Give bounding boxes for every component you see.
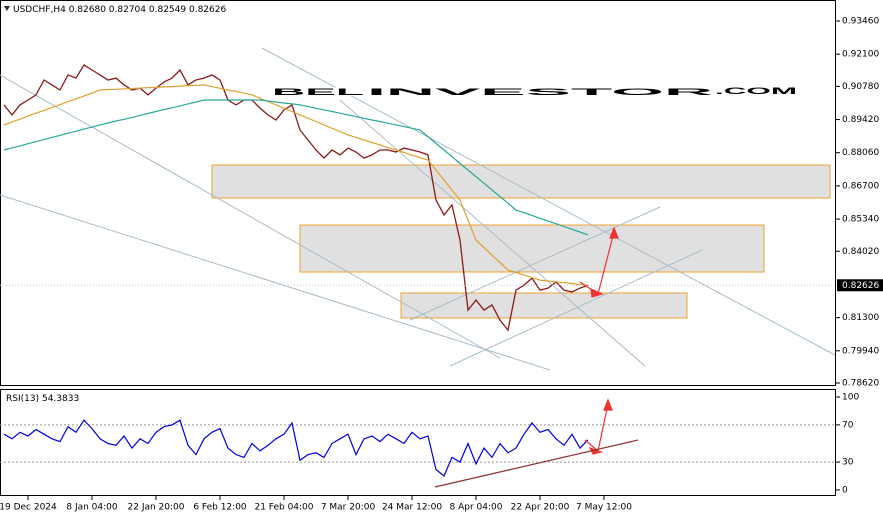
x-tick-label: 8 Jan 04:00 — [66, 503, 118, 513]
rsi-panel — [0, 389, 836, 496]
symbol: USDCHF,H4 — [13, 5, 66, 15]
x-tick-label: 22 Apr 20:00 — [511, 503, 570, 513]
series-line — [3, 63, 589, 332]
x-tick-label: 7 May 12:00 — [576, 503, 632, 513]
rsi-header: RSI(13) 54.3833 — [6, 394, 79, 404]
rsi-trendline — [434, 439, 639, 488]
close: 0.82626 — [189, 5, 226, 15]
y-tick-label: 0.79940 — [842, 346, 879, 356]
resistance-zone — [299, 224, 765, 273]
support-zone — [400, 292, 688, 319]
resistance-zone — [211, 164, 831, 199]
y-tick-label: 70 — [842, 420, 854, 430]
x-tick-label: 21 Feb 04:00 — [254, 503, 313, 513]
series-line — [3, 419, 589, 477]
trendline — [261, 47, 836, 356]
y-tick-label: 0.78620 — [842, 378, 879, 388]
y-tick-label: 0.90780 — [842, 82, 879, 92]
y-tick-label: 0.86700 — [842, 181, 879, 191]
rsi-label: RSI(13) — [6, 394, 39, 404]
y-tick-label: 0.84020 — [842, 247, 879, 257]
y-tick-label: 0.89420 — [842, 115, 879, 125]
logo-com: .COM — [715, 86, 797, 96]
logo-investor: INVESTOR — [367, 87, 717, 97]
y-tick-label: 30 — [842, 458, 854, 468]
logo-bel: BEL — [272, 87, 367, 97]
trendline — [0, 74, 501, 359]
trendline — [409, 206, 661, 321]
x-tick-label: 22 Jan 20:00 — [128, 503, 185, 513]
plot-layer — [0, 63, 836, 477]
trendline — [449, 249, 703, 367]
x-tick-label: 7 Mar 20:00 — [321, 503, 376, 513]
header: USDCHF,H4 0.82680 0.82704 0.82549 0.8262… — [13, 5, 226, 15]
series-line — [3, 84, 589, 286]
trendlines — [0, 47, 836, 371]
y-tick-label: 0.88060 — [842, 148, 879, 158]
arrow-head — [590, 288, 604, 298]
x-tick-label: 6 Feb 12:00 — [193, 503, 247, 513]
y-tick-label: 0.93460 — [842, 17, 879, 27]
trendline — [0, 194, 551, 371]
arrow-head — [609, 226, 619, 239]
zones — [211, 164, 831, 319]
y-tick-label: 0 — [842, 485, 848, 495]
current-price-box — [837, 279, 883, 292]
watermark: BEL INVESTOR .COM — [271, 85, 798, 98]
rsi-current: 54.3833 — [42, 394, 79, 404]
high: 0.82704 — [109, 5, 146, 15]
x-tick-label: 8 Apr 04:00 — [450, 503, 503, 513]
symbol-icon — [4, 6, 10, 11]
x-tick-label: 19 Dec 2024 — [0, 503, 57, 513]
arrows — [579, 226, 619, 455]
y-tick-label: 0.92100 — [842, 50, 879, 60]
open: 0.82680 — [69, 5, 106, 15]
arrow-head — [603, 398, 613, 411]
series-line — [3, 99, 589, 236]
current-price-label: 0.82626 — [842, 281, 879, 291]
y-tick-label: 100 — [842, 392, 859, 402]
low: 0.82549 — [149, 5, 186, 15]
y-tick-label: 0.81300 — [842, 313, 879, 323]
trendline — [339, 99, 646, 367]
x-tick-label: 24 Mar 12:00 — [382, 503, 442, 513]
y-tick-label: 0.85340 — [842, 215, 879, 225]
